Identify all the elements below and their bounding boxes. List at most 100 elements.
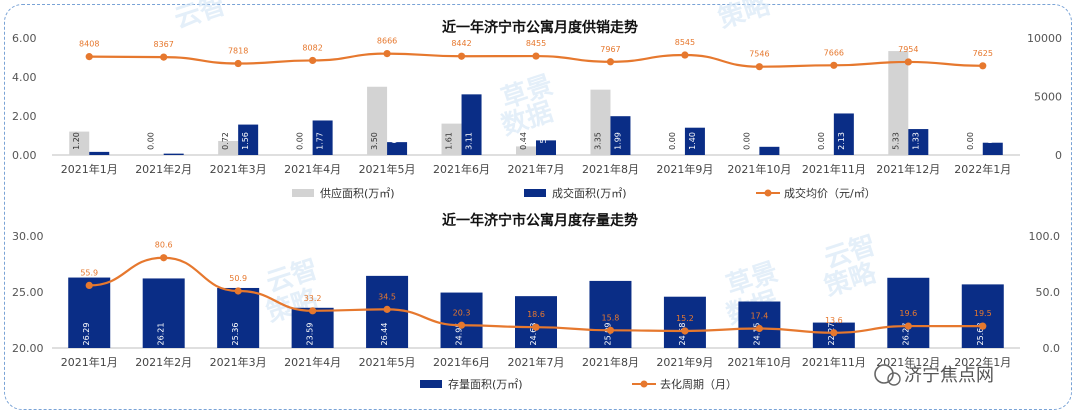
bar-data-label: 1.99	[613, 132, 622, 150]
bar-data-label: 25.36	[231, 323, 240, 346]
line-point	[160, 53, 168, 61]
line-point	[383, 305, 391, 313]
line-data-label: 19.5	[974, 309, 992, 318]
legend-swatch	[420, 380, 442, 388]
bar	[590, 89, 611, 155]
legend-marker	[764, 189, 772, 197]
bar	[441, 123, 462, 155]
line-point	[309, 56, 317, 65]
bar	[440, 292, 483, 348]
bar-data-label: 3.11	[465, 132, 474, 150]
line-data-label: 20.3	[453, 308, 471, 317]
line-data-label: 19.6	[899, 309, 917, 318]
chart-title: 近一年济宁市公寓月度存量走势	[442, 212, 638, 229]
bar-data-label: 26.27	[901, 323, 910, 346]
line-point	[532, 323, 540, 331]
line-data-label: 15.8	[602, 313, 620, 322]
line-point	[755, 63, 763, 71]
x-tick-label: 2021年5月	[359, 355, 416, 369]
x-tick-label: 2021年3月	[210, 162, 267, 176]
bar	[887, 277, 930, 348]
bar	[515, 296, 557, 348]
line-point	[85, 53, 93, 61]
line-data-label: 18.6	[527, 310, 545, 319]
x-tick-label: 2021年9月	[656, 355, 713, 369]
line-data-label: 7625	[973, 49, 993, 58]
line-point	[383, 50, 391, 58]
bar-data-label: 23.59	[306, 323, 315, 346]
line-point	[681, 327, 689, 335]
y-right-tick-label: 0.0	[1043, 342, 1061, 355]
line-point	[234, 287, 242, 295]
line-point	[309, 307, 317, 315]
bar	[89, 151, 110, 155]
bar-data-label: 2.13	[837, 132, 846, 150]
bar	[516, 146, 536, 155]
bar	[738, 301, 781, 348]
x-tick-label: 2021年12月	[876, 355, 940, 369]
line-data-label: 55.9	[80, 268, 98, 277]
legend-label: 成交均价（元/㎡）	[784, 186, 876, 200]
bar	[536, 140, 556, 155]
watermark-text: 云智	[171, 0, 230, 35]
bar-data-label: 25.99	[603, 323, 612, 346]
line-data-label: 7666	[824, 48, 844, 57]
bar-data-label: 1.33	[911, 132, 920, 150]
line-data-label: 8082	[302, 43, 322, 52]
line-data-label: 8455	[526, 39, 546, 48]
line-point	[234, 59, 242, 68]
chart-2: 近一年济宁市公寓月度存量走势 20.00 25.00 30.00 0.0 50.0 100.…	[12, 212, 1060, 391]
y-left-tick-label: 6.00	[12, 32, 37, 45]
line-data-label: 17.4	[750, 312, 768, 321]
x-tick-label: 2021年8月	[582, 355, 639, 369]
line-data-label: 80.6	[155, 241, 173, 250]
line-data-label: 7546	[749, 50, 769, 59]
line-point	[457, 321, 466, 329]
x-tick-label: 2021年4月	[284, 355, 341, 369]
line-data-label: 33.2	[304, 294, 322, 303]
bar	[367, 86, 388, 155]
bar	[238, 124, 259, 155]
bar-data-label: 0.00	[966, 132, 975, 150]
y-left-tick-label: 20.00	[12, 342, 44, 355]
line-point	[606, 326, 615, 334]
bar-data-label: 26.21	[157, 323, 166, 346]
bar-data-label: 1.20	[72, 132, 81, 150]
bar	[312, 120, 333, 155]
line-point	[755, 324, 763, 333]
bar-data-label: 24.58	[678, 323, 687, 346]
bar	[387, 142, 408, 155]
bar-data-label: 5.33	[891, 132, 900, 150]
x-tick-label: 2021年1月	[61, 162, 118, 176]
line-point	[457, 52, 466, 60]
line-point	[606, 58, 615, 66]
bar	[142, 278, 185, 348]
x-tick-label: 2021年10月	[727, 162, 791, 176]
line-data-label: 7967	[600, 45, 620, 54]
bar-data-label: 0.00	[296, 132, 305, 150]
bar-data-label: 3.35	[593, 132, 602, 150]
line-data-label: 15.2	[676, 314, 694, 323]
bar-data-label: 26.29	[82, 323, 91, 346]
x-tick-label: 2021年7月	[508, 162, 565, 176]
y-left-tick-label: 25.00	[12, 286, 44, 299]
line-point	[830, 61, 838, 69]
bar	[610, 116, 631, 155]
y-right-tick-label: 50.0	[1036, 286, 1061, 299]
line-point	[830, 329, 838, 337]
bar-data-label: 24.63	[529, 323, 538, 346]
line-point	[85, 281, 93, 289]
line-data-label: 8442	[451, 39, 471, 48]
bar-data-label: 24.95	[455, 323, 464, 346]
x-tick-label: 2021年6月	[433, 355, 490, 369]
y-right-tick-label: 100.0	[1029, 230, 1061, 243]
bar	[68, 277, 111, 348]
brand-logo: 济宁焦点网	[874, 364, 994, 386]
chart-title: 近一年济宁市公寓月度供销走势	[442, 19, 638, 36]
bar	[589, 280, 632, 348]
line-point	[532, 52, 540, 60]
x-tick-label: 2021年7月	[508, 355, 565, 369]
x-tick-label: 2021年8月	[582, 162, 639, 176]
y-left-tick-label: 4.00	[12, 71, 37, 84]
